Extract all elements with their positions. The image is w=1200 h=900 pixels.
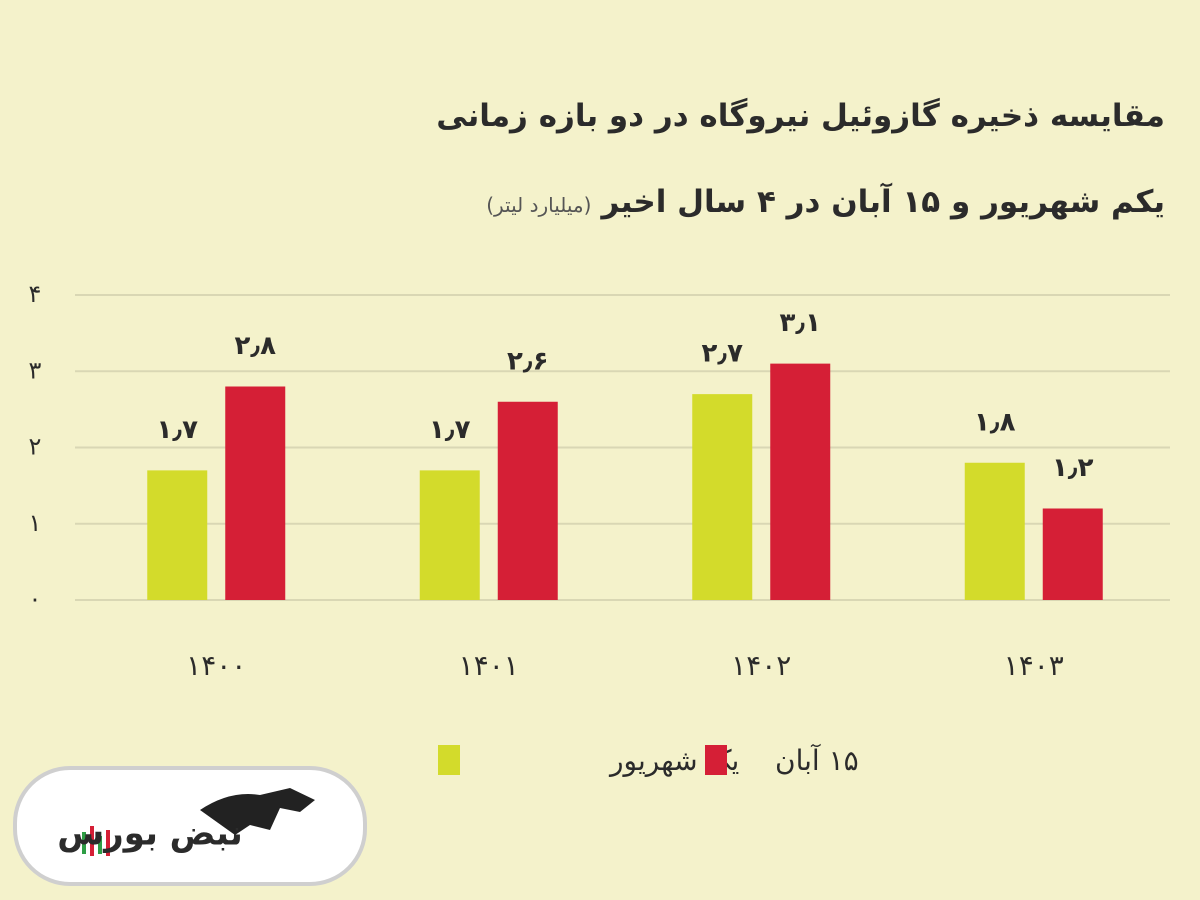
bar: [147, 470, 208, 600]
value-label: ۱٫۷: [429, 415, 471, 445]
bar: [419, 470, 480, 600]
header: مقایسه ذخیره گازوئیل نیروگاه در دو بازه …: [265, 88, 1165, 233]
value-label: ۲٫۷: [702, 339, 744, 369]
value-label: ۱٫۷: [157, 415, 199, 445]
subtitle-line: یکم شهریور و ۱۵ آبان در ۴ سال اخیر (میلیا…: [265, 174, 1165, 233]
bar: [692, 394, 753, 600]
value-label: ۲٫۸: [235, 331, 277, 361]
unit-label: (میلیارد لیتر): [486, 193, 592, 217]
y-tick-label: ۳: [29, 356, 42, 384]
value-label: ۲٫۶: [507, 346, 548, 376]
y-tick-label: ۰: [29, 585, 42, 613]
value-label: ۳٫۱: [780, 308, 821, 338]
value-label: ۱٫۲: [1052, 453, 1094, 483]
logo-text: نبض بورس: [57, 814, 242, 854]
value-label: ۱٫۸: [974, 407, 1016, 437]
legend-swatch: [438, 745, 460, 775]
bar: [1042, 508, 1103, 600]
x-tick-label: ۱۴۰۳: [1004, 649, 1064, 682]
x-tick-label: ۱۴۰۰: [186, 649, 246, 682]
bar: [770, 363, 831, 600]
x-tick-label: ۱۴۰۱: [459, 649, 519, 682]
chart-title: مقایسه ذخیره گازوئیل نیروگاه در دو بازه …: [436, 98, 1165, 134]
y-tick-label: ۱: [29, 509, 42, 537]
logo-bars: [82, 826, 110, 856]
bar: [964, 462, 1025, 600]
chart-subtitle: یکم شهریور و ۱۵ آبان در ۴ سال اخیر: [601, 184, 1165, 220]
x-tick-label: ۱۴۰۲: [731, 649, 791, 682]
legend-label: ۱۵ آبان: [775, 744, 859, 777]
bar: [225, 386, 286, 600]
bar: [497, 401, 558, 600]
y-tick-label: ۴: [29, 280, 42, 308]
legend-swatch: [705, 745, 727, 775]
y-tick-label: ۲: [29, 433, 42, 461]
logo-bull: [200, 788, 315, 835]
